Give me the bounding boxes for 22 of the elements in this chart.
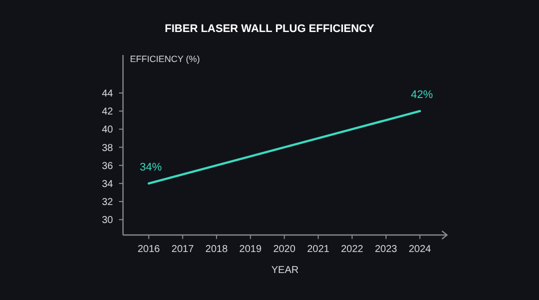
x-tick-label: 2024: [408, 244, 432, 255]
y-tick-label: 32: [102, 197, 114, 208]
x-axis-title: YEAR: [271, 265, 299, 276]
y-tick-label: 40: [102, 124, 114, 136]
y-axis-title: EFFICIENCY (%): [130, 54, 200, 64]
x-tick-label: 2023: [374, 244, 398, 255]
y-tick-label: 44: [102, 88, 114, 100]
x-tick-label: 2019: [239, 244, 262, 255]
x-tick-label: 2016: [138, 244, 160, 255]
y-tick-label: 34: [102, 178, 114, 190]
x-tick-label: 2022: [340, 244, 364, 255]
x-tick-label: 2017: [172, 244, 194, 255]
data-label: 34%: [140, 161, 162, 174]
y-tick-label: 30: [102, 215, 114, 226]
y-tick-label: 38: [102, 142, 114, 154]
x-tick-label: 2020: [273, 244, 296, 255]
y-tick-label: 36: [102, 160, 114, 172]
x-tick-label: 2018: [205, 244, 228, 255]
chart-title: FIBER LASER WALL PLUG EFFICIENCY: [164, 23, 375, 35]
y-tick-label: 42: [102, 106, 114, 118]
x-tick-label: 2021: [307, 244, 330, 255]
data-label: 42%: [410, 89, 434, 102]
